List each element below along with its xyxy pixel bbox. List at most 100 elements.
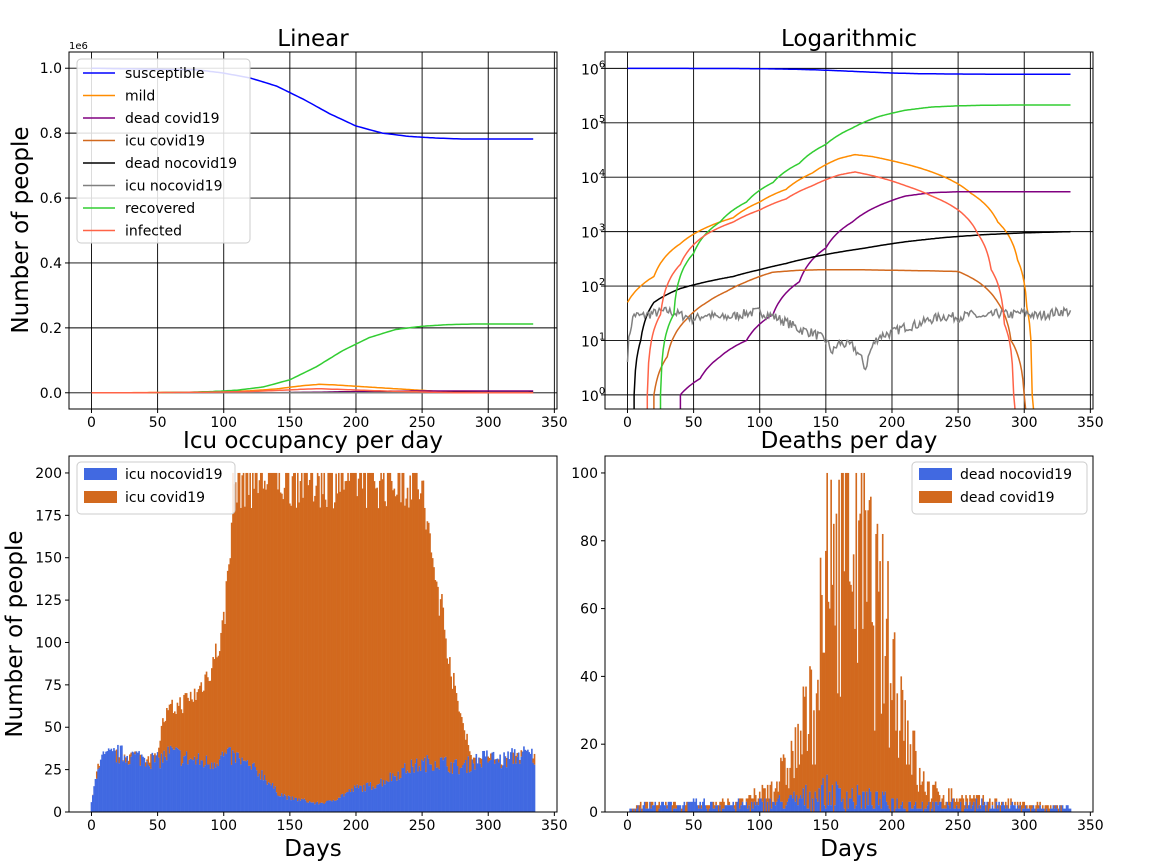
bar-icu-nocovid19 — [93, 786, 95, 812]
bar-dead-covid19 — [789, 767, 791, 796]
bar-dead-covid19 — [838, 479, 840, 789]
bar-dead-nocovid19 — [912, 808, 914, 812]
bar-icu-covid19 — [289, 503, 291, 797]
tick-label-y: 0 — [53, 805, 62, 821]
bar-icu-covid19 — [429, 533, 431, 765]
bar-icu-covid19 — [195, 699, 197, 765]
bar-dead-nocovid19 — [873, 808, 876, 812]
bar-dead-covid19 — [765, 798, 768, 812]
bar-dead-nocovid19 — [868, 788, 871, 812]
bar-icu-covid19 — [404, 505, 406, 764]
tick-label-x: 300 — [475, 415, 502, 431]
bar-dead-nocovid19 — [860, 808, 863, 812]
bar-icu-covid19 — [504, 756, 507, 757]
bar-dead-covid19 — [675, 805, 678, 809]
bar-icu-covid19 — [519, 759, 521, 764]
bar-icu-nocovid19 — [294, 797, 296, 812]
bar-dead-covid19 — [854, 628, 856, 809]
bar-icu-nocovid19 — [375, 788, 377, 812]
bar-dead-covid19 — [934, 781, 937, 802]
bar-icu-covid19 — [367, 472, 369, 783]
bar-icu-nocovid19 — [457, 766, 459, 812]
bar-icu-nocovid19 — [225, 753, 228, 812]
bar-dead-nocovid19 — [876, 791, 879, 812]
tick-label-x: 100 — [210, 415, 237, 431]
bar-dead-nocovid19 — [1015, 808, 1018, 812]
bar-icu-nocovid19 — [389, 772, 392, 812]
bar-icu-nocovid19 — [102, 751, 105, 812]
bar-icu-nocovid19 — [163, 750, 166, 812]
bar-icu-covid19 — [458, 711, 460, 775]
bar-icu-covid19 — [167, 710, 169, 747]
bar-icu-nocovid19 — [181, 763, 184, 812]
bar-icu-nocovid19 — [229, 747, 232, 812]
bar-icu-covid19 — [159, 740, 162, 769]
bar-icu-covid19 — [390, 480, 393, 782]
bar-dead-covid19 — [782, 754, 785, 809]
bar-icu-covid19 — [172, 713, 175, 750]
bar-dead-covid19 — [907, 720, 909, 812]
bar-dead-covid19 — [735, 801, 737, 812]
bar-icu-nocovid19 — [503, 752, 505, 812]
series-line-susceptible — [627, 67, 1071, 75]
title-logarithmic: Logarithmic — [781, 26, 917, 52]
bar-dead-nocovid19 — [803, 805, 806, 812]
bar-icu-covid19 — [281, 493, 283, 794]
bar-dead-nocovid19 — [716, 805, 719, 812]
xlabel-deaths-per-day: Days — [820, 836, 877, 862]
bar-dead-nocovid19 — [982, 805, 985, 812]
bar-dead-nocovid19 — [777, 798, 780, 812]
bar-icu-nocovid19 — [146, 761, 148, 812]
bar-icu-covid19 — [270, 472, 273, 786]
bar-icu-covid19 — [267, 472, 270, 783]
bar-dead-covid19 — [821, 595, 823, 785]
bar-icu-covid19 — [323, 472, 326, 804]
bar-dead-nocovid19 — [938, 801, 941, 812]
bar-icu-covid19 — [322, 494, 324, 803]
bar-icu-nocovid19 — [463, 762, 466, 812]
bar-dead-nocovid19 — [668, 801, 671, 812]
bar-dead-nocovid19 — [900, 805, 903, 812]
bar-dead-covid19 — [674, 801, 676, 809]
bar-icu-nocovid19 — [109, 749, 111, 812]
bar-icu-nocovid19 — [176, 748, 179, 812]
bar-dead-covid19 — [1031, 805, 1033, 809]
bar-dead-covid19 — [639, 801, 642, 809]
bar-icu-covid19 — [221, 620, 224, 752]
bar-icu-covid19 — [505, 757, 508, 768]
bar-dead-covid19 — [712, 801, 715, 809]
bar-dead-covid19 — [655, 805, 658, 812]
bar-icu-nocovid19 — [94, 779, 97, 812]
bar-icu-covid19 — [181, 713, 184, 764]
bar-dead-covid19 — [791, 750, 794, 799]
bar-dead-nocovid19 — [741, 801, 744, 812]
bar-icu-nocovid19 — [373, 788, 376, 812]
bar-dead-nocovid19 — [753, 801, 756, 812]
bar-dead-covid19 — [700, 805, 703, 809]
bar-icu-nocovid19 — [220, 755, 222, 812]
bar-dead-covid19 — [969, 795, 971, 802]
bar-dead-nocovid19 — [700, 808, 703, 812]
bar-icu-nocovid19 — [248, 765, 250, 812]
bar-dead-nocovid19 — [635, 808, 638, 812]
ticks-logarithmic: 0 50 100 150 200 250 300 350 100 101 102 103 104 105 1… — [581, 59, 1104, 431]
bar-dead-nocovid19 — [723, 808, 725, 812]
bar-dead-nocovid19 — [822, 778, 825, 812]
bar-dead-covid19 — [665, 801, 667, 806]
bar-dead-covid19 — [932, 784, 934, 802]
bar-icu-nocovid19 — [513, 749, 516, 812]
bar-icu-nocovid19 — [158, 757, 160, 812]
bar-dead-covid19 — [651, 801, 654, 806]
bar-icu-nocovid19 — [427, 758, 430, 812]
bar-icu-covid19 — [208, 681, 210, 765]
bar-dead-covid19 — [1010, 798, 1012, 806]
bar-icu-covid19 — [214, 643, 217, 768]
bar-dead-covid19 — [638, 805, 641, 812]
bar-icu-covid19 — [205, 671, 208, 756]
bar-dead-covid19 — [918, 767, 921, 809]
bar-icu-nocovid19 — [183, 756, 185, 812]
bar-icu-nocovid19 — [111, 751, 114, 812]
bar-dead-nocovid19 — [937, 805, 940, 812]
tick-label-y: 100 — [571, 466, 598, 482]
bar-icu-covid19 — [352, 472, 355, 792]
